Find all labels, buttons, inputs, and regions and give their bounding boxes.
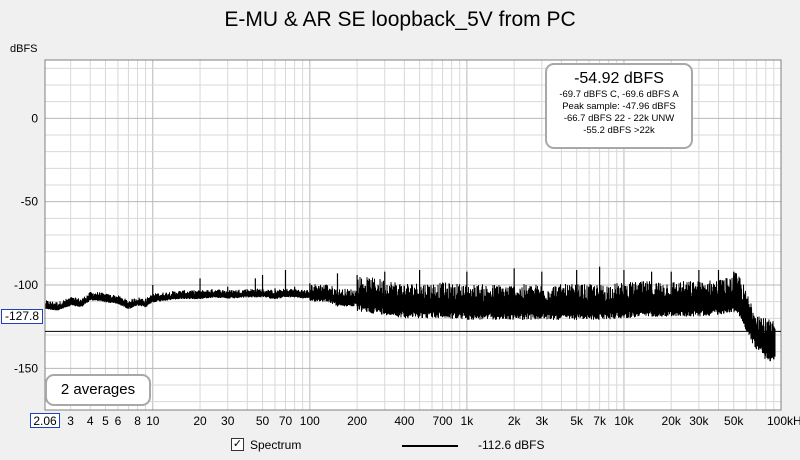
legend-label-spectrum[interactable]: Spectrum	[250, 438, 302, 452]
legend-value: -112.6 dBFS	[478, 438, 545, 452]
x-tick-label: 10	[146, 414, 160, 428]
x-tick-label: 100	[300, 414, 320, 428]
cursor-level-readout[interactable]: -127.8	[1, 309, 43, 324]
x-tick-label: 10k	[614, 414, 634, 428]
unweighted-level: -66.7 dBFS 22 - 22k UNW	[563, 113, 675, 124]
y-tick-label: -100	[14, 278, 38, 292]
chart-title: E-MU & AR SE loopback_5V from PC	[224, 8, 576, 31]
x-tick-label: 3	[67, 414, 74, 428]
x-tick-label: 8	[134, 414, 141, 428]
x-min-readout[interactable]: 2.06	[30, 413, 60, 428]
axes: 0 -50 -100 -150 3 4 5 6 8 10 20 30 50 70 100 200 400 700 1…	[14, 59, 800, 428]
x-tick-label: 1k	[461, 414, 475, 428]
peak-sample: Peak sample: -47.96 dBFS	[562, 101, 676, 112]
legend-line-swatch	[402, 445, 458, 447]
x-tick-label: 70	[279, 414, 293, 428]
x-tick-label: 5	[102, 414, 109, 428]
y-tick-label: -50	[21, 195, 39, 209]
x-tick-label: 30k	[689, 414, 709, 428]
spectrum-checkbox[interactable]: ✓	[231, 438, 244, 451]
x-tick-label: 6	[115, 414, 122, 428]
x-tick-label: 20k	[662, 414, 682, 428]
averages-count: 2 averages	[45, 374, 151, 406]
x-tick-label: 50k	[724, 414, 744, 428]
ultrasonic-level: -55.2 dBFS >22k	[583, 125, 655, 136]
spectrum-line	[45, 272, 776, 362]
y-axis-label: dBFS	[10, 43, 38, 55]
x-tick-label: 50	[256, 414, 270, 428]
x-tick-label: 400	[394, 414, 414, 428]
level-info-box: -54.92 dBFS -69.7 dBFS C, -69.6 dBFS A P…	[545, 63, 693, 149]
x-tick-label: 20	[193, 414, 207, 428]
x-tick-label: 30	[221, 414, 235, 428]
x-tick-label: 100kHz	[767, 414, 800, 428]
x-tick-label: 700	[433, 414, 453, 428]
x-tick-label: 3k	[535, 414, 549, 428]
y-tick-label: -150	[14, 361, 38, 375]
x-tick-label: 5k	[570, 414, 584, 428]
x-tick-label: 7k	[593, 414, 607, 428]
plot-border	[44, 59, 782, 411]
x-tick-label: 200	[347, 414, 367, 428]
y-tick-label: 0	[31, 111, 38, 125]
x-tick-label: 2k	[508, 414, 522, 428]
rms-level: -54.92 dBFS	[574, 70, 664, 87]
x-tick-label: 4	[87, 414, 94, 428]
weighted-level: -69.7 dBFS C, -69.6 dBFS A	[559, 89, 679, 100]
spectrum-trace	[45, 266, 776, 362]
